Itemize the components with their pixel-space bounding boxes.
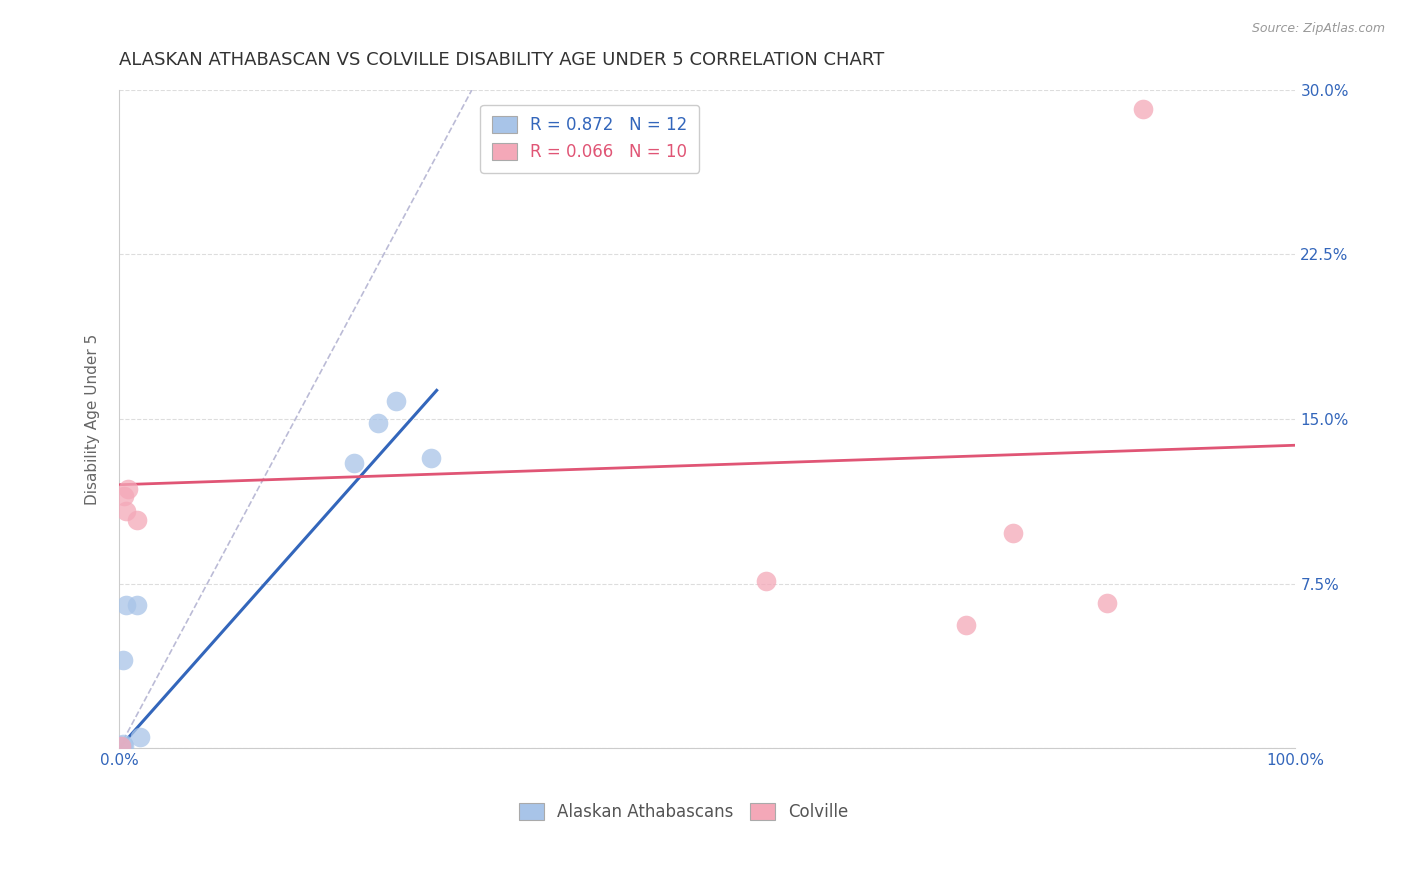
Point — [115, 599, 138, 613]
Point — [112, 489, 135, 503]
Point — [115, 504, 138, 518]
Point — [1002, 526, 1025, 541]
Point — [419, 451, 441, 466]
Point — [367, 417, 389, 431]
Point — [117, 482, 139, 496]
Point — [129, 730, 152, 744]
Point — [1097, 596, 1119, 610]
Point — [110, 739, 132, 753]
Point — [125, 513, 148, 527]
Y-axis label: Disability Age Under 5: Disability Age Under 5 — [86, 334, 100, 505]
Point — [1132, 103, 1154, 117]
Point — [110, 739, 132, 753]
Text: ALASKAN ATHABASCAN VS COLVILLE DISABILITY AGE UNDER 5 CORRELATION CHART: ALASKAN ATHABASCAN VS COLVILLE DISABILIT… — [120, 51, 884, 69]
Point — [955, 618, 977, 632]
Point — [110, 739, 132, 753]
Point — [111, 653, 134, 667]
Point — [111, 737, 134, 751]
Point — [343, 456, 366, 470]
Point — [755, 574, 778, 589]
Point — [384, 394, 406, 409]
Point — [112, 739, 135, 753]
Text: Source: ZipAtlas.com: Source: ZipAtlas.com — [1251, 22, 1385, 36]
Point — [125, 599, 148, 613]
Legend: Alaskan Athabascans, Colville: Alaskan Athabascans, Colville — [509, 793, 859, 830]
